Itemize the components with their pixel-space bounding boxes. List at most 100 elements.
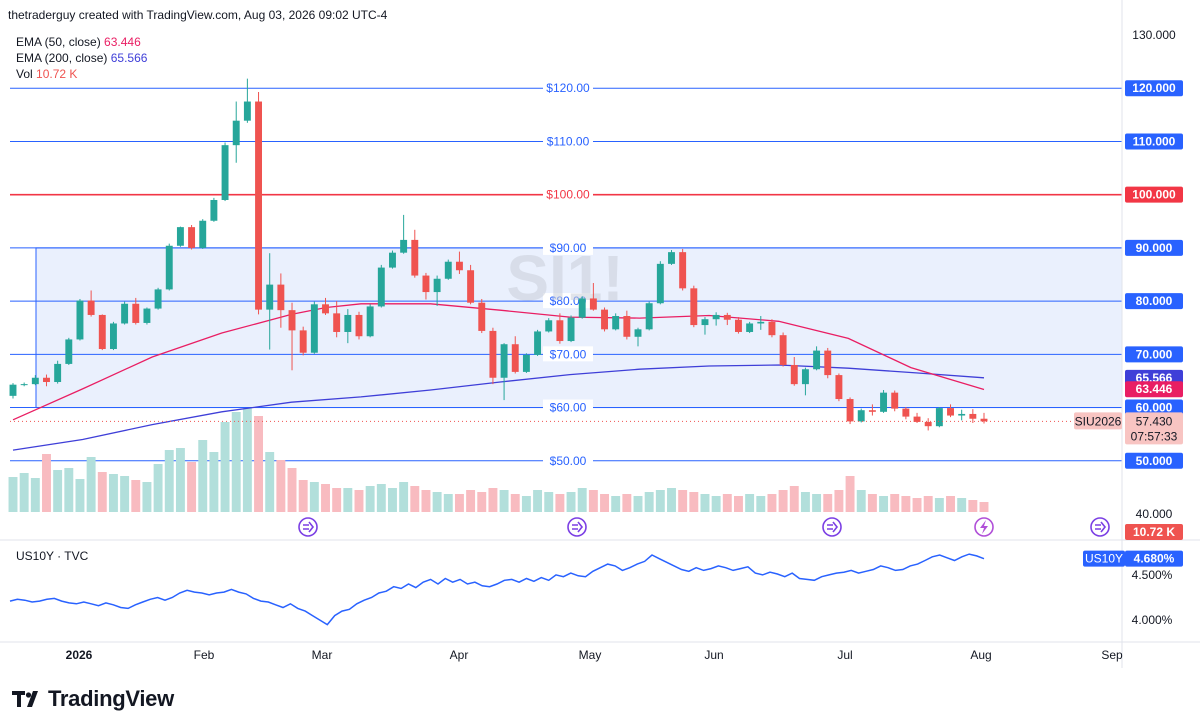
- candle-body: [589, 298, 597, 310]
- level-badge-5: [1125, 346, 1183, 363]
- event-arrow-icon[interactable]: [567, 517, 587, 537]
- level-label-bg-3: [543, 239, 593, 255]
- us10y-value-text: 4.680%: [1134, 552, 1175, 566]
- event-arrow-circle: [822, 517, 842, 537]
- candle-body: [511, 344, 519, 372]
- volume-bar: [198, 440, 208, 512]
- tradingview-brand: TradingView: [48, 686, 174, 711]
- candle-body: [746, 323, 754, 332]
- volume-bar: [644, 492, 654, 512]
- candle-body: [846, 399, 854, 422]
- volume-bar: [867, 494, 877, 512]
- candle-body: [813, 350, 821, 370]
- volume-bar: [421, 490, 431, 512]
- time-tick-8: Sep: [1101, 648, 1123, 662]
- ema50-value: 63.446: [104, 35, 141, 49]
- level-badge-6: [1125, 399, 1183, 416]
- volume-bar: [164, 450, 174, 512]
- volume-label: Vol: [16, 67, 33, 81]
- volume-bar: [477, 492, 487, 512]
- ema200-legend[interactable]: EMA (200, close) 65.566: [16, 50, 147, 66]
- candle-body: [277, 284, 285, 311]
- volume-bar: [667, 488, 676, 512]
- candle-body: [9, 384, 17, 396]
- candle-body: [824, 350, 832, 376]
- candle-body: [567, 317, 575, 342]
- volume-bar: [622, 494, 632, 512]
- level-label-6: $60.00: [550, 401, 587, 415]
- candle-body: [366, 306, 374, 337]
- volume-bar: [321, 484, 330, 512]
- us10y-legend[interactable]: US10Y · TVC: [16, 549, 89, 563]
- candle-body: [701, 319, 709, 326]
- volume-bar: [175, 448, 185, 512]
- tradingview-logo[interactable]: TradingView: [12, 686, 174, 712]
- candle-body: [433, 278, 441, 293]
- time-tick-7: Aug: [970, 648, 991, 662]
- candle-body: [924, 421, 932, 427]
- volume-bar: [276, 460, 286, 512]
- candle-body: [545, 320, 553, 332]
- level-label-bg-7: [543, 452, 593, 468]
- event-arrow-circle: [1090, 517, 1110, 537]
- ema50-label: EMA (50, close): [16, 35, 101, 49]
- level-label-7: $50.00: [550, 454, 587, 468]
- instrument-badge-text: SIU2026: [1075, 414, 1122, 428]
- volume-bar: [812, 494, 822, 512]
- volume-bar: [588, 490, 598, 512]
- level-badge-text-7: 50.000: [1136, 454, 1173, 468]
- candle-body: [165, 245, 173, 290]
- event-arrow-circle: [567, 517, 587, 537]
- price-chart[interactable]: $120.00 120.000 $110.00 110.000 $100.00 100.0…: [0, 0, 1200, 680]
- candle-body: [578, 298, 586, 318]
- candle-body: [801, 369, 809, 385]
- candle-body: [969, 413, 977, 419]
- volume-bar: [42, 454, 51, 512]
- candle-body: [913, 416, 921, 422]
- volume-bar: [19, 473, 29, 512]
- level-label-2: $100.00: [546, 188, 590, 202]
- us10y-tick-1: 4.000%: [1132, 613, 1173, 627]
- level-label-5: $70.00: [550, 347, 587, 361]
- volume-bar: [521, 496, 531, 512]
- candle-body: [20, 384, 28, 386]
- ema50-legend[interactable]: EMA (50, close) 63.446: [16, 34, 147, 50]
- volume-bar: [544, 492, 554, 512]
- volume-bar: [287, 468, 297, 512]
- candle-body: [757, 321, 765, 324]
- candle-body: [232, 120, 240, 146]
- ema-badge-text-1: 63.446: [1136, 382, 1173, 396]
- candle-body: [221, 145, 229, 200]
- candle-body: [199, 220, 207, 248]
- candle-body: [121, 303, 129, 324]
- level-badge-text-0: 120.000: [1132, 81, 1176, 95]
- event-arrow-icon[interactable]: [1090, 517, 1110, 537]
- candle-body: [634, 329, 642, 337]
- candle-body: [31, 377, 39, 385]
- volume-badge-text: 10.72 K: [1133, 525, 1175, 539]
- event-arrow-glyph: [303, 521, 315, 533]
- event-arrow-icon[interactable]: [822, 517, 842, 537]
- last-price-badge: [1125, 412, 1183, 445]
- level-badge-1: [1125, 133, 1183, 150]
- volume-legend[interactable]: Vol 10.72 K: [16, 66, 147, 82]
- lightning-icon[interactable]: [974, 517, 994, 537]
- event-arrow-icon[interactable]: [298, 517, 318, 537]
- us10y-line: [9, 553, 985, 626]
- volume-bar: [756, 496, 766, 512]
- candle-body: [255, 101, 263, 310]
- candle-body: [768, 321, 776, 336]
- candle-body: [522, 354, 530, 372]
- volume-bar: [934, 498, 944, 512]
- candle-body: [288, 310, 296, 331]
- level-label-bg-5: [543, 346, 593, 362]
- time-tick-5: Jun: [704, 648, 723, 662]
- candle-body: [65, 339, 73, 364]
- candle-body: [645, 303, 653, 330]
- volume-bar: [454, 494, 464, 512]
- volume-bar: [209, 452, 219, 512]
- price-tick-0: 130.000: [1132, 28, 1176, 42]
- level-badge-text-2: 100.000: [1132, 188, 1176, 202]
- volume-bar: [265, 452, 275, 512]
- candle-body: [679, 252, 687, 289]
